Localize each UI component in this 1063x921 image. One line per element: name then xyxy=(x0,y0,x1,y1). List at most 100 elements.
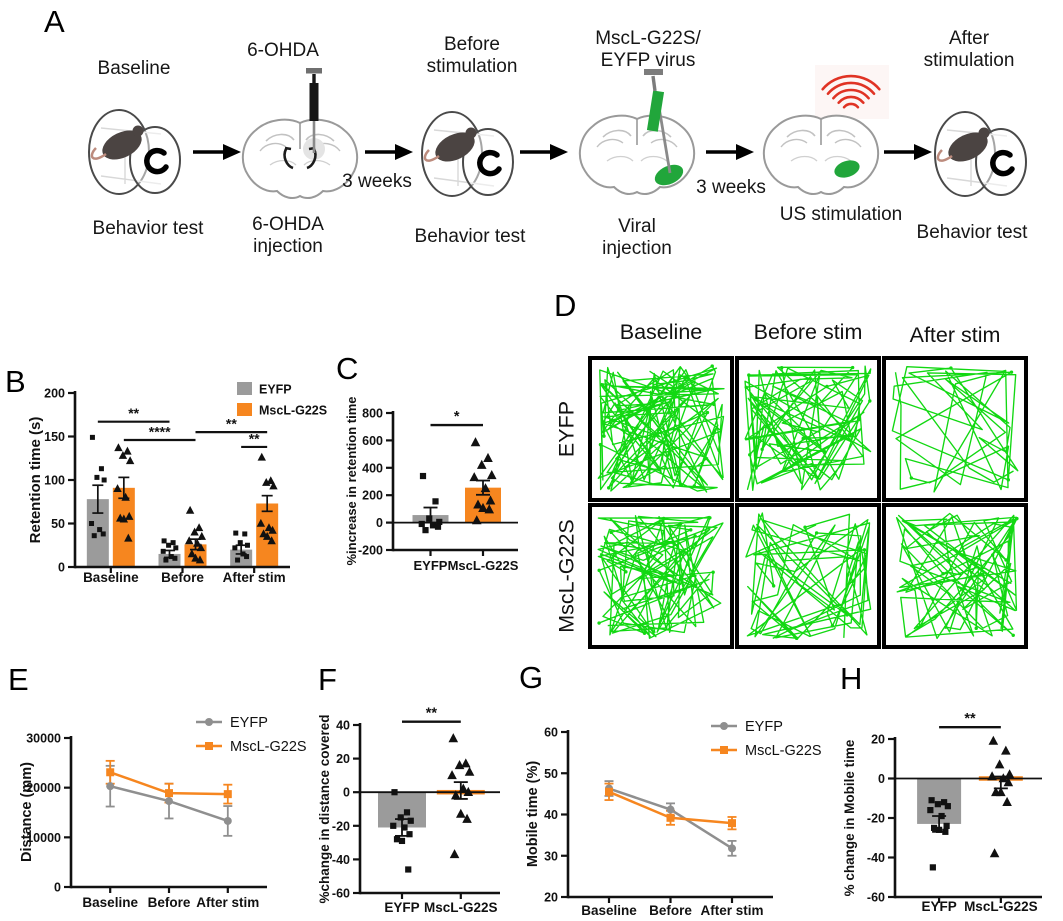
data-point-square xyxy=(165,789,173,798)
data-point-triangle xyxy=(113,484,122,492)
y-tick-label: -40 xyxy=(867,851,885,865)
data-point-square xyxy=(232,545,238,551)
track-node xyxy=(693,534,697,538)
data-point-triangle xyxy=(185,536,194,545)
chart-H: ** -60 -40 -20 0 20 EYFP MscL-G22S % change in M… xyxy=(842,711,1042,914)
data-point-square xyxy=(161,538,167,544)
data-point-triangle xyxy=(476,459,487,469)
track-node xyxy=(708,516,712,520)
data-point-square xyxy=(244,542,250,548)
x-category-label: EYFP xyxy=(384,900,419,915)
data-point-triangle xyxy=(193,538,202,547)
data-point-square xyxy=(244,554,250,560)
data-point-triangle xyxy=(996,787,1006,797)
y-tick-label: 0 xyxy=(878,772,885,786)
panel-label-a: A xyxy=(44,4,65,39)
x-category-label: Baseline xyxy=(82,895,138,910)
data-point-triangle xyxy=(1001,745,1011,755)
data-point-square xyxy=(720,746,728,754)
data-point-triangle xyxy=(197,531,206,540)
data-point-square xyxy=(434,523,442,530)
x-category-label: MscL-G22S xyxy=(424,900,498,915)
data-point-triangle xyxy=(989,848,1000,858)
data-point-triangle xyxy=(121,492,130,501)
y-tick-label: 0 xyxy=(343,786,350,800)
step-baseline-title: Baseline xyxy=(97,58,171,79)
data-point-square xyxy=(101,477,107,483)
data-point-triangle xyxy=(1003,777,1014,787)
flow-arrow-5 xyxy=(882,142,934,162)
significance-label: ** xyxy=(964,711,976,727)
data-point-circle xyxy=(205,718,213,726)
track-node xyxy=(610,418,614,423)
x-category-label: Before xyxy=(148,895,191,910)
data-point-triangle xyxy=(458,783,469,793)
y-tick-label: 150 xyxy=(44,430,65,444)
data-point-square xyxy=(928,797,935,804)
y-axis-title: % change in Mobile time xyxy=(842,739,857,896)
track-node xyxy=(1011,633,1015,638)
data-point-triangle xyxy=(447,770,457,780)
data-point-square xyxy=(100,531,106,537)
data-point-square xyxy=(403,809,411,816)
track-row-label-mscl: MscL-G22S xyxy=(554,519,579,633)
y-tick-label: 50 xyxy=(544,767,558,781)
data-point-square xyxy=(205,742,213,750)
track-box-EYFP-Baseline xyxy=(588,356,734,502)
data-point-triangle xyxy=(195,555,205,564)
data-point-square xyxy=(240,551,246,557)
track-trace xyxy=(597,515,724,639)
track-node xyxy=(850,365,855,370)
track-col-header-after: After stim xyxy=(909,323,1001,347)
track-node xyxy=(771,584,776,588)
data-point-square xyxy=(397,814,404,821)
track-trace xyxy=(891,365,1019,493)
data-point-square xyxy=(934,801,941,808)
track-node xyxy=(990,553,995,557)
y-tick-label: 800 xyxy=(362,407,383,421)
track-node xyxy=(754,455,758,460)
data-point-triangle xyxy=(448,733,459,743)
step-baseline-caption: Behavior test xyxy=(92,218,204,239)
track-node xyxy=(747,373,751,377)
data-point-square xyxy=(170,540,176,546)
data-point-triangle xyxy=(194,523,204,532)
y-tick-label: 200 xyxy=(362,489,383,503)
data-point-triangle xyxy=(262,477,271,486)
data-point-square xyxy=(407,817,414,824)
bar-EYFP-Baseline xyxy=(86,499,109,567)
y-tick-label: 600 xyxy=(362,434,383,448)
data-point-triangle xyxy=(1002,796,1012,806)
data-point-triangle xyxy=(268,525,277,534)
data-point-square xyxy=(429,522,437,529)
data-point-triangle xyxy=(461,758,471,768)
data-point-triangle xyxy=(480,483,491,493)
data-point-square xyxy=(432,498,439,505)
data-point-square xyxy=(938,812,945,820)
track-node xyxy=(822,450,827,454)
data-point-triangle xyxy=(483,452,493,462)
track-node xyxy=(941,571,945,576)
track-node xyxy=(667,411,671,415)
y-tick-label: 20 xyxy=(544,891,558,905)
data-point-square xyxy=(393,836,401,843)
brain-us-stimulation-icon xyxy=(762,65,889,196)
data-point-square xyxy=(98,466,104,472)
x-category-label: After stim xyxy=(700,903,763,918)
y-tick-label: -20 xyxy=(332,819,350,833)
syringe-plunger-cap xyxy=(644,69,663,75)
track-node xyxy=(949,366,953,370)
y-tick-label: 60 xyxy=(544,726,558,740)
track-node xyxy=(711,570,715,574)
data-point-triangle xyxy=(470,437,481,447)
data-point-square xyxy=(91,533,97,539)
data-point-square xyxy=(398,837,406,845)
interval-label-2: 3 weeks xyxy=(696,177,766,198)
data-point-triangle xyxy=(118,451,128,459)
data-point-square xyxy=(728,819,736,828)
track-node xyxy=(662,440,666,444)
y-tick-label: 20000 xyxy=(26,781,61,795)
y-tick-label: 400 xyxy=(362,461,383,475)
